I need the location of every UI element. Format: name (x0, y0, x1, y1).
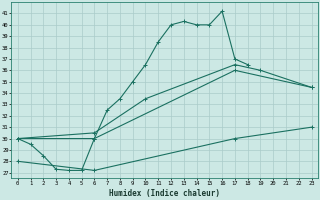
X-axis label: Humidex (Indice chaleur): Humidex (Indice chaleur) (109, 189, 220, 198)
